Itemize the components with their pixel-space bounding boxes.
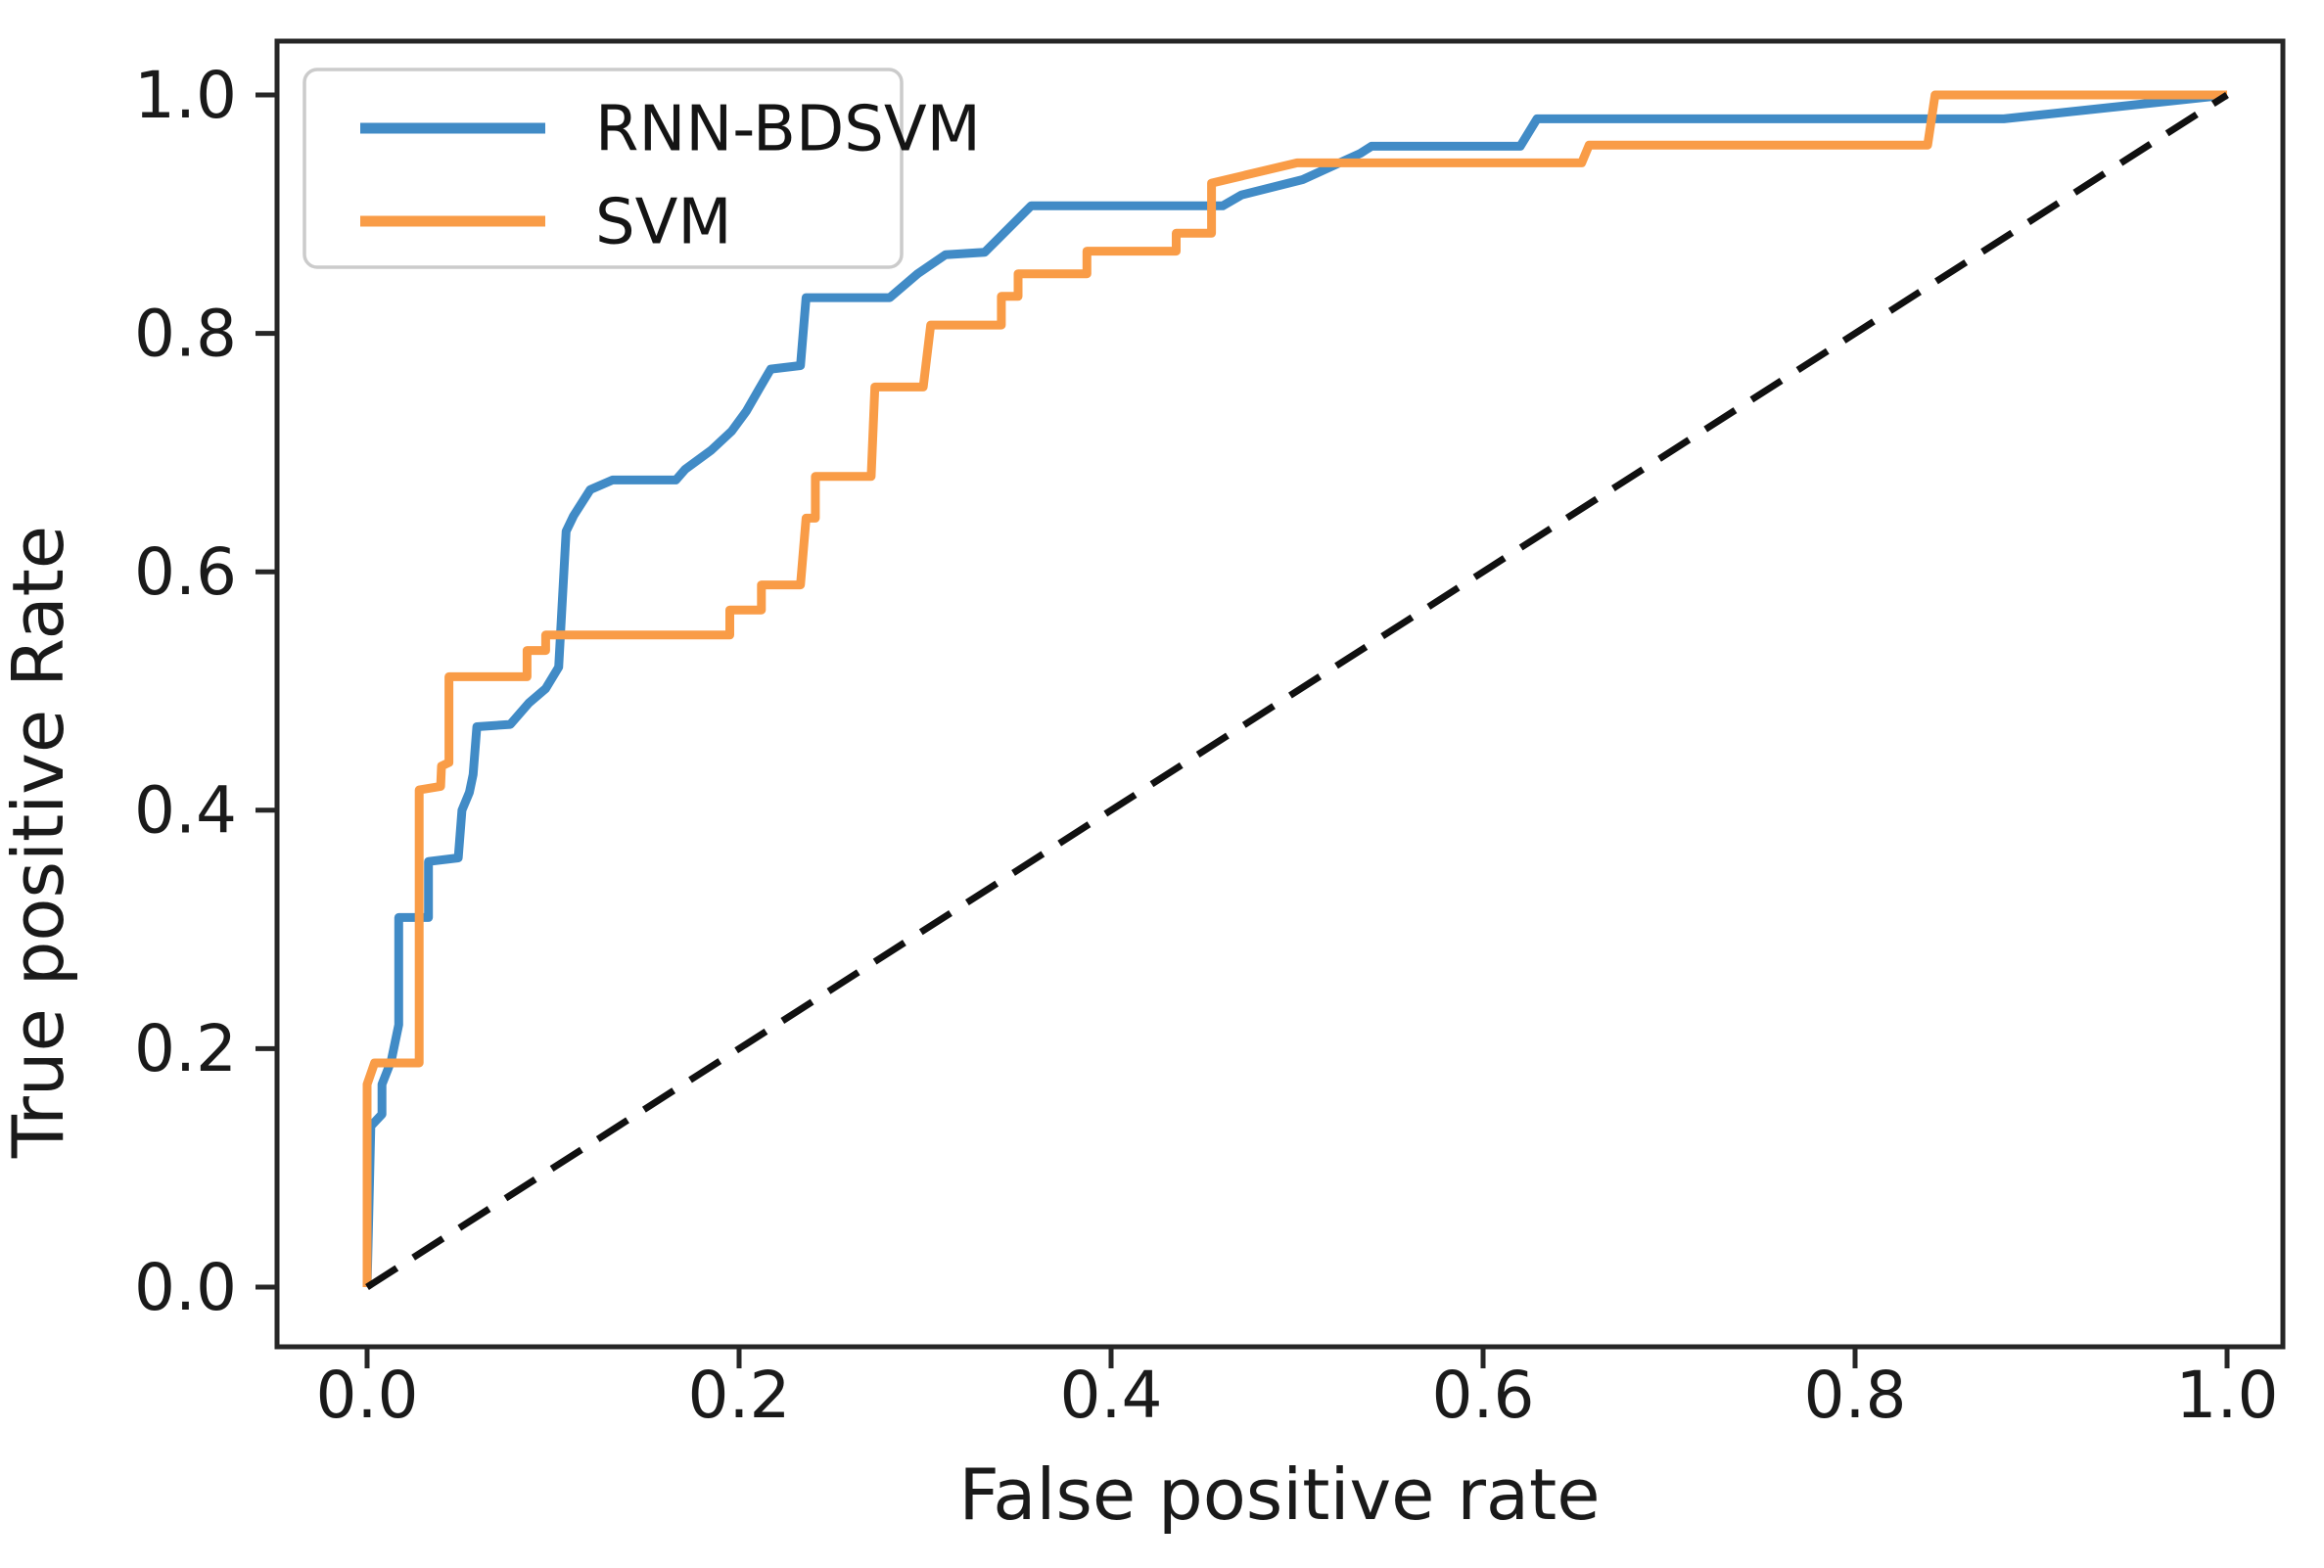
legend-label-svm: SVM: [595, 186, 732, 258]
legend: RNN-BDSVM SVM: [302, 68, 981, 269]
chance-diagonal: [365, 92, 2229, 1290]
x-tick-label: 0.2: [688, 1358, 791, 1433]
y-tick-label: 0.0: [134, 1250, 237, 1325]
x-tick-label: 0.4: [1060, 1358, 1163, 1433]
x-tick-label: 1.0: [2176, 1358, 2279, 1433]
y-tick-label: 1.0: [134, 58, 237, 133]
x-axis-label: False positive rate: [958, 1453, 1600, 1536]
y-axis-label: True positive Rate: [0, 526, 79, 1159]
roc-curve-svm: [362, 90, 2227, 1287]
ticks-layer: 0.0 0.2 0.4 0.6 0.8 1.0 0.0 0.2 0.4 0.6 0.8 1.0: [134, 58, 2278, 1433]
y-tick-label: 0.8: [134, 296, 237, 371]
roc-curve-rnn-bdsvm: [362, 90, 2228, 1288]
legend-label-rnn-bdsvm: RNN-BDSVM: [595, 93, 981, 165]
plot-border: [274, 38, 2286, 1350]
x-tick-label: 0.0: [316, 1358, 419, 1433]
y-tick-label: 0.6: [134, 534, 237, 610]
y-tick-label: 0.4: [134, 773, 237, 849]
curves-layer: [362, 90, 2229, 1290]
x-tick-label: 0.8: [1804, 1358, 1907, 1433]
y-tick-label: 0.2: [134, 1011, 237, 1086]
x-tick-label: 0.6: [1432, 1358, 1535, 1433]
